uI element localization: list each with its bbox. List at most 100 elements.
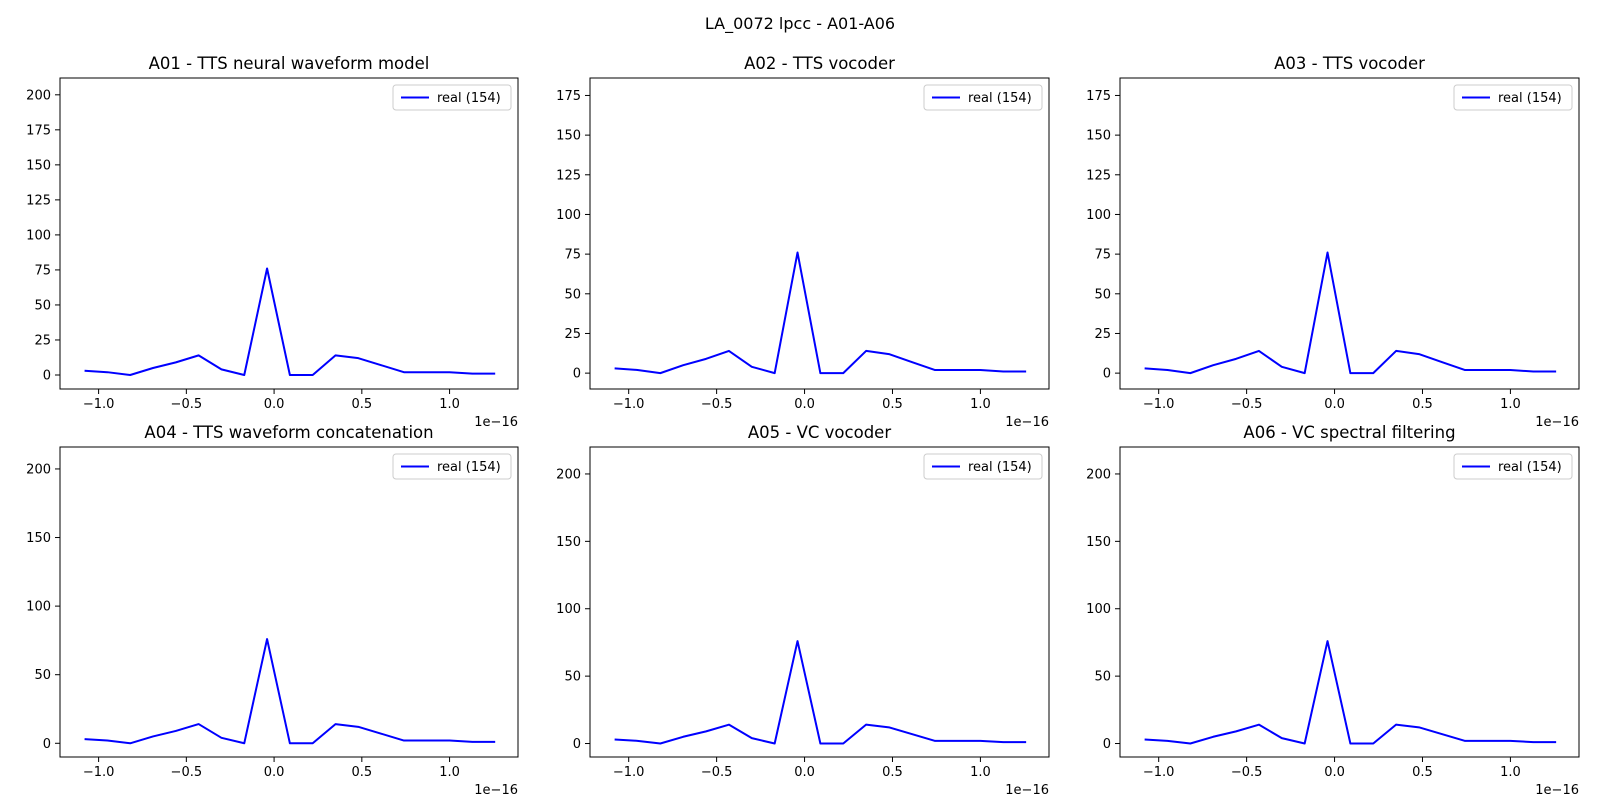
- y-tick-label: 50: [1094, 670, 1111, 685]
- y-tick-label: 50: [1094, 287, 1111, 302]
- x-tick-label: 1.0: [1500, 397, 1521, 412]
- x-tick-label: 0.5: [1412, 397, 1433, 412]
- legend-box: [392, 453, 512, 480]
- y-tick-label: 150: [1086, 129, 1111, 144]
- y-tick-label: 100: [556, 602, 581, 617]
- subplot-title: A02 - TTS vocoder: [744, 54, 895, 73]
- x-tick-label: 0.5: [882, 765, 903, 780]
- axes-frame: [59, 446, 519, 758]
- x-offset-label: 1e−16: [474, 415, 518, 430]
- subplot-title: A04 - TTS waveform concatenation: [144, 423, 433, 442]
- legend: real (154): [1453, 453, 1573, 480]
- axes-frame: [1119, 77, 1580, 390]
- x-tick-label: −0.5: [1231, 765, 1263, 780]
- x-tick-label: 0.5: [882, 397, 903, 412]
- y-tick-label: 150: [556, 129, 581, 144]
- x-offset-label: 1e−16: [474, 783, 518, 798]
- subplot-4: A04 - TTS waveform concatenation −1.0 −0.5…: [26, 423, 519, 798]
- subplot-3: A03 - TTS vocoder −1.0 −0.5 0.0 0.5 1.0 0 25 50 7…: [1086, 54, 1580, 430]
- legend: real (154): [1453, 84, 1573, 111]
- x-tick-label: 1.0: [439, 397, 460, 412]
- legend: real (154): [923, 453, 1043, 480]
- axes-frame: [589, 77, 1050, 390]
- y-tick-label: 100: [556, 208, 581, 223]
- y-tick-label: 175: [1086, 89, 1111, 104]
- x-tick-label: 0.0: [1324, 397, 1345, 412]
- legend-label: real (154): [968, 460, 1032, 475]
- axes-frame: [589, 446, 1050, 758]
- x-tick-label: −0.5: [701, 397, 733, 412]
- y-tick-label: 75: [564, 248, 581, 263]
- y-tick-label: 100: [26, 600, 51, 615]
- y-tick-label: 0: [1103, 737, 1111, 752]
- y-tick-label: 125: [26, 193, 51, 208]
- subplot-title: A01 - TTS neural waveform model: [149, 54, 430, 73]
- axes-frame: [1119, 446, 1580, 758]
- legend-label: real (154): [1498, 460, 1562, 475]
- legend: real (154): [392, 84, 512, 111]
- y-tick-label: 150: [26, 158, 51, 173]
- y-tick-label: 50: [564, 287, 581, 302]
- x-tick-label: 0.0: [1324, 765, 1345, 780]
- y-tick-label: 175: [26, 123, 51, 138]
- y-tick-label: 75: [34, 263, 51, 278]
- y-tick-label: 200: [26, 88, 51, 103]
- x-tick-label: −0.5: [171, 765, 203, 780]
- y-tick-label: 125: [556, 168, 581, 183]
- legend-box: [923, 84, 1043, 111]
- legend-label: real (154): [437, 91, 501, 106]
- series-line-1: [84, 638, 496, 745]
- y-tick-label: 100: [1086, 208, 1111, 223]
- y-tick-label: 200: [26, 462, 51, 477]
- y-tick-label: 100: [1086, 602, 1111, 617]
- figure-suptitle: LA_0072 lpcc - A01-A06: [705, 14, 895, 34]
- x-tick-label: 1.0: [970, 397, 991, 412]
- x-tick-label: 0.0: [264, 765, 285, 780]
- y-tick-label: 200: [1086, 467, 1111, 482]
- legend-label: real (154): [437, 460, 501, 475]
- subplot-title: A03 - TTS vocoder: [1274, 54, 1425, 73]
- x-tick-label: −1.0: [83, 397, 115, 412]
- x-tick-label: −1.0: [83, 765, 115, 780]
- x-tick-label: 0.5: [351, 765, 372, 780]
- x-tick-label: 0.5: [351, 397, 372, 412]
- y-tick-label: 25: [34, 333, 51, 348]
- x-tick-label: 0.0: [264, 397, 285, 412]
- legend: real (154): [392, 453, 512, 480]
- x-offset-label: 1e−16: [1535, 783, 1579, 798]
- y-tick-label: 175: [556, 89, 581, 104]
- x-tick-label: −1.0: [613, 765, 645, 780]
- x-tick-label: 1.0: [970, 765, 991, 780]
- y-tick-label: 100: [26, 228, 51, 243]
- legend-box: [1453, 453, 1573, 480]
- subplot-title: A06 - VC spectral filtering: [1243, 423, 1455, 442]
- x-tick-label: −1.0: [1143, 397, 1175, 412]
- series-line-1: [614, 251, 1027, 375]
- x-offset-label: 1e−16: [1005, 415, 1049, 430]
- y-tick-label: 50: [34, 298, 51, 313]
- subplot-1: A01 - TTS neural waveform model −1.0 −0.5 0…: [26, 54, 519, 430]
- y-tick-label: 25: [564, 327, 581, 342]
- y-tick-label: 125: [1086, 168, 1111, 183]
- x-tick-label: 0.0: [794, 765, 815, 780]
- series-line-1: [84, 267, 496, 376]
- y-tick-label: 150: [556, 535, 581, 550]
- subplot-title: A05 - VC vocoder: [748, 423, 891, 442]
- y-tick-label: 0: [43, 368, 51, 383]
- x-tick-label: 1.0: [1500, 765, 1521, 780]
- legend: real (154): [923, 84, 1043, 111]
- legend-box: [923, 453, 1043, 480]
- x-offset-label: 1e−16: [1005, 783, 1049, 798]
- x-tick-label: −0.5: [171, 397, 203, 412]
- x-tick-label: −0.5: [701, 765, 733, 780]
- axes-frame: [59, 77, 519, 390]
- y-tick-label: 150: [26, 531, 51, 546]
- series-line-1: [1144, 640, 1557, 745]
- legend-box: [392, 84, 512, 111]
- y-tick-label: 200: [556, 467, 581, 482]
- y-tick-label: 0: [1103, 367, 1111, 382]
- series-line-1: [1144, 251, 1557, 375]
- subplot-5: A05 - VC vocoder −1.0 −0.5 0.0 0.5 1.0 0 50 100 1…: [556, 423, 1050, 798]
- x-tick-label: 0.5: [1412, 765, 1433, 780]
